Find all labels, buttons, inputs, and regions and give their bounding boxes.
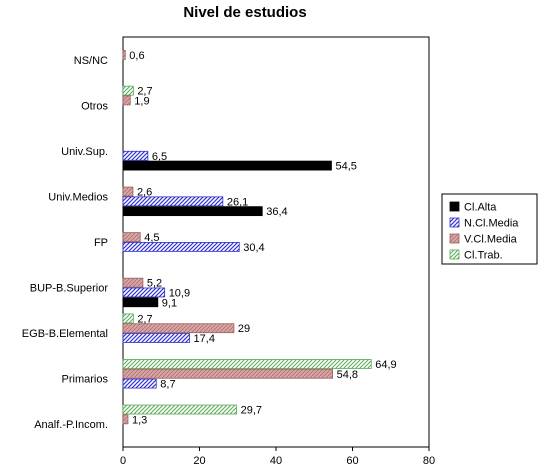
x-tick-label: 60 <box>346 455 358 467</box>
value-label-v-cl-media-otros: 1,9 <box>134 95 149 107</box>
bar-n-cl-media-univ-sup <box>122 150 149 161</box>
category-label-fp: FP <box>94 237 108 249</box>
value-label-n-cl-media-fp: 30,4 <box>243 242 264 254</box>
value-label-v-cl-media-univ-medios: 2,6 <box>137 187 152 199</box>
chart-title: Nivel de estudios <box>183 4 306 21</box>
value-label-v-cl-media-egb-b-elemental: 29 <box>238 323 250 335</box>
bar-n-cl-media-egb-b-elemental <box>122 333 190 343</box>
legend-label-n-cl-media: N.Cl.Media <box>464 218 519 230</box>
value-label-v-cl-media-primarios: 54,8 <box>337 369 358 381</box>
bar-n-cl-media-fp <box>122 241 240 252</box>
value-label-cl-alta-bup-b-superior: 9,1 <box>162 297 177 309</box>
bar-n-cl-media-univ-medios <box>122 196 224 207</box>
category-label-ns-nc: NS/NC <box>74 55 108 67</box>
legend-swatch-cl-alta <box>449 201 460 212</box>
bar-v-cl-media-egb-b-elemental <box>122 323 235 334</box>
bar-cl-alta-univ-sup <box>122 160 332 171</box>
bar-v-cl-media-primarios <box>122 368 334 379</box>
bar-n-cl-media-bup-b-superior <box>122 287 166 298</box>
category-label-otros: Otros <box>81 100 108 112</box>
value-label-cl-trab-egb-b-elemental: 2,7 <box>137 313 152 325</box>
x-tick-label: 40 <box>270 455 282 467</box>
legend-swatch-cl-trab <box>449 249 460 260</box>
bar-cl-trab-analf-p-incom <box>122 404 238 415</box>
bar-cl-trab-otros <box>122 85 134 96</box>
bar-v-cl-media-univ-medios <box>122 186 134 197</box>
legend-swatch-n-cl-media <box>449 217 460 228</box>
value-label-n-cl-media-univ-sup: 6,5 <box>152 151 167 163</box>
value-label-cl-trab-analf-p-incom: 29,7 <box>241 405 262 417</box>
category-label-egb-b-elemental: EGB-B.Elemental <box>22 328 108 340</box>
x-tick-label: 20 <box>193 455 205 467</box>
value-label-v-cl-media-ns-nc: 0,6 <box>129 50 144 62</box>
bar-cl-trab-primarios <box>122 359 372 369</box>
value-label-v-cl-media-bup-b-superior: 5,2 <box>147 278 162 290</box>
value-label-n-cl-media-primarios: 8,7 <box>160 379 175 391</box>
bar-v-cl-media-otros <box>122 95 131 106</box>
category-label-univ-medios: Univ.Medios <box>48 191 108 203</box>
x-axis: 0 20 40 60 80 <box>120 447 435 467</box>
legend-label-v-cl-media: V.Cl.Media <box>464 234 518 246</box>
bar-n-cl-media-primarios <box>122 378 157 389</box>
legend: Cl.Alta N.Cl.Media V.Cl.Media Cl.Trab. <box>441 193 538 265</box>
legend-label-cl-alta: Cl.Alta <box>464 202 497 214</box>
bar-cl-alta-bup-b-superior <box>122 297 159 308</box>
category-label-bup-b-superior: BUP-B.Superior <box>30 283 109 295</box>
category-label-analf-p-incom: Analf.-P.Incom. <box>34 419 108 431</box>
legend-swatch-v-cl-media <box>449 233 460 244</box>
value-label-cl-trab-otros: 2,7 <box>137 86 152 98</box>
bar-v-cl-media-ns-nc <box>122 49 126 60</box>
data-labels: 0,62,71,96,554,52,626,136,44,530,45,210,… <box>129 50 396 426</box>
value-label-n-cl-media-bup-b-superior: 10,9 <box>169 287 190 299</box>
category-label-univ-sup: Univ.Sup. <box>61 146 108 158</box>
x-tick-label: 0 <box>120 455 126 467</box>
bar-v-cl-media-bup-b-superior <box>122 277 144 288</box>
x-tick-label: 80 <box>423 455 435 467</box>
value-label-cl-trab-primarios: 64,9 <box>375 359 396 371</box>
value-label-v-cl-media-analf-p-incom: 1,3 <box>132 414 147 426</box>
bars <box>122 49 372 425</box>
value-label-v-cl-media-fp: 4,5 <box>144 232 159 244</box>
category-label-primarios: Primarios <box>62 374 109 386</box>
legend-label-cl-trab: Cl.Trab. <box>464 250 503 262</box>
value-label-n-cl-media-univ-medios: 26,1 <box>227 196 248 208</box>
bar-v-cl-media-fp <box>122 232 141 243</box>
bar-cl-alta-univ-medios <box>122 206 263 217</box>
value-label-n-cl-media-egb-b-elemental: 17,4 <box>194 333 215 345</box>
category-labels: NS/NC Otros Univ.Sup. Univ.Medios FP BUP-B.Su… <box>22 55 109 431</box>
value-label-cl-alta-univ-medios: 36,4 <box>266 206 287 218</box>
bar-v-cl-media-analf-p-incom <box>122 414 129 425</box>
value-label-cl-alta-univ-sup: 54,5 <box>335 161 356 173</box>
bar-cl-trab-egb-b-elemental <box>122 313 134 324</box>
